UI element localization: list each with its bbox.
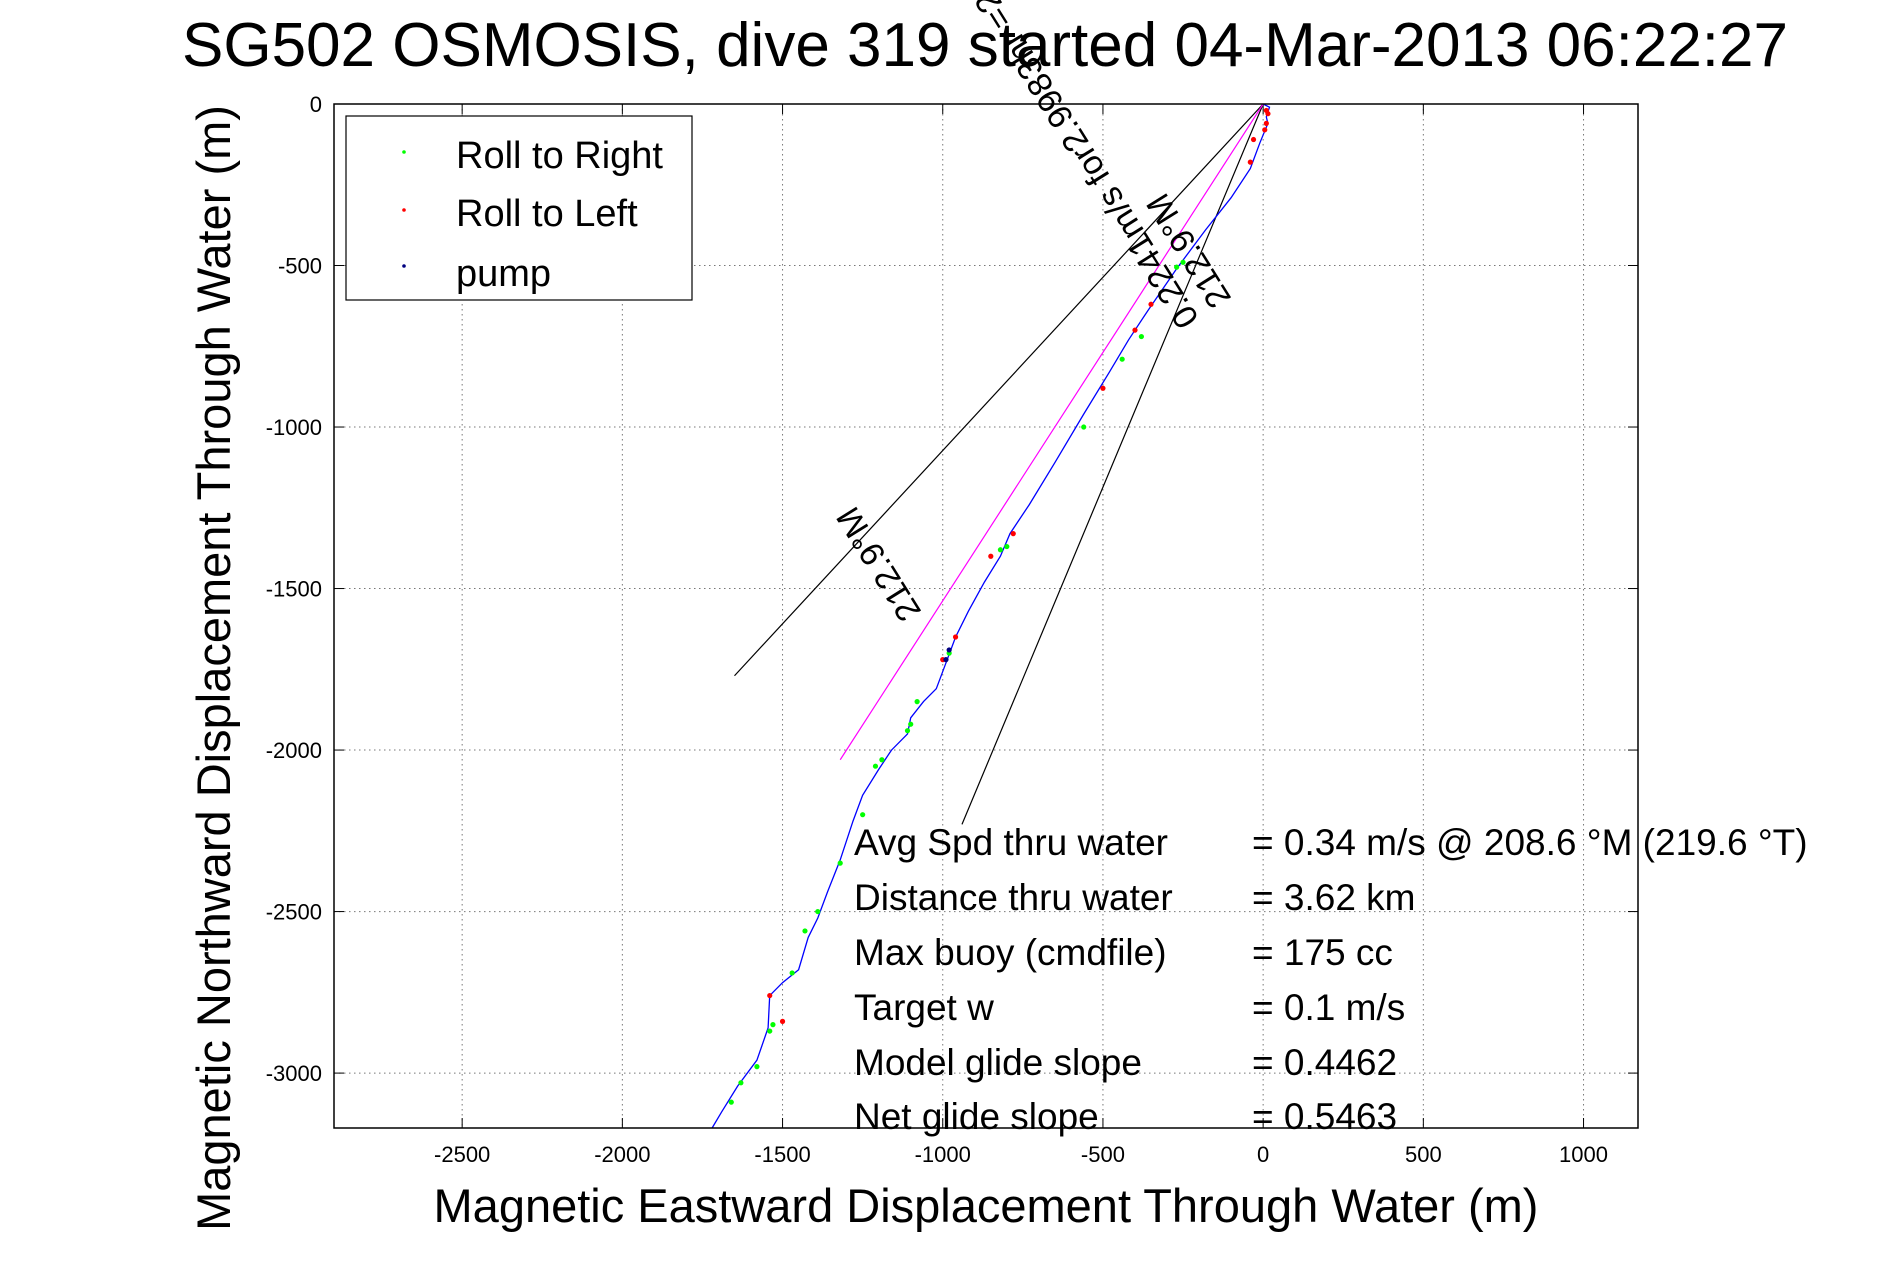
y-tick-label: -2000 xyxy=(266,738,322,763)
point-roll-to-left xyxy=(1262,127,1268,133)
point-roll-to-right xyxy=(879,757,885,763)
y-axis-label: Magnetic Northward Displacement Through … xyxy=(187,105,240,1231)
point-roll-to-left xyxy=(1247,159,1253,165)
stat-value-distance: = 3.62 km xyxy=(1252,877,1416,918)
y-tick-label: 0 xyxy=(310,92,322,117)
stat-value-target-w: = 0.1 m/s xyxy=(1252,987,1405,1028)
point-roll-to-right xyxy=(1180,259,1186,265)
stat-label-target-w: Target w xyxy=(854,987,994,1028)
x-tick-label: 500 xyxy=(1405,1142,1442,1167)
point-roll-to-left xyxy=(1265,111,1271,117)
point-roll-to-right xyxy=(1004,543,1010,550)
point-roll-to-right xyxy=(1119,356,1125,362)
point-roll-to-right xyxy=(1081,424,1087,430)
legend-label-roll-right: Roll to Right xyxy=(456,135,663,177)
point-roll-to-left xyxy=(952,634,959,640)
point-roll-to-right xyxy=(754,1064,760,1070)
legend-label-roll-left: Roll to Left xyxy=(456,193,638,235)
point-roll-to-left xyxy=(1010,531,1016,537)
x-tick-label: -2500 xyxy=(434,1142,490,1167)
y-tick-label: -2500 xyxy=(266,900,322,925)
point-roll-to-right xyxy=(802,928,808,934)
y-tick-label: -500 xyxy=(278,254,322,279)
point-roll-to-right xyxy=(872,763,879,769)
point-roll-to-left xyxy=(779,1018,786,1025)
point-pump xyxy=(946,647,952,653)
legend-label-pump: pump xyxy=(456,253,551,295)
legend-marker-roll-left xyxy=(402,208,406,212)
stat-label-distance: Distance thru water xyxy=(854,877,1173,918)
stat-value-model-glide: = 0.4462 xyxy=(1252,1042,1397,1083)
stat-value-max-buoy: = 175 cc xyxy=(1252,932,1393,973)
x-tick-label: -1000 xyxy=(915,1142,971,1167)
x-tick-label: -1500 xyxy=(754,1142,810,1167)
point-roll-to-left xyxy=(1148,301,1154,307)
heading-line-path xyxy=(839,103,1264,761)
y-tick-label: -1000 xyxy=(266,415,322,440)
x-tick-label: -2000 xyxy=(594,1142,650,1167)
stat-label-model-glide: Model glide slope xyxy=(854,1042,1142,1083)
point-roll-to-right xyxy=(860,812,866,818)
point-roll-to-left xyxy=(988,553,994,559)
stat-label-avg-speed: Avg Spd thru water xyxy=(854,822,1168,863)
x-axis-label: Magnetic Eastward Displacement Through W… xyxy=(434,1179,1539,1232)
point-pump xyxy=(943,657,949,663)
point-roll-to-right xyxy=(1174,264,1180,270)
y-axis-ticks: 0 -500 -1000 -1500 -2000 -2500 -3000 xyxy=(266,92,1638,1086)
point-roll-to-right xyxy=(837,860,843,866)
cone-line xyxy=(734,103,1264,677)
point-roll-to-right xyxy=(770,1022,776,1028)
y-tick-label: -3000 xyxy=(266,1061,322,1086)
legend-box xyxy=(345,115,693,301)
point-roll-to-right xyxy=(738,1080,744,1086)
cone-line xyxy=(961,103,1264,825)
point-roll-to-left xyxy=(767,992,773,999)
point-roll-to-right xyxy=(728,1099,734,1105)
plot-area-frame xyxy=(333,103,1639,1129)
chart-title: SG502 OSMOSIS, dive 319 started 04-Mar-2… xyxy=(182,11,1788,80)
point-roll-to-left xyxy=(1263,120,1269,126)
heading-cone-lines xyxy=(734,103,1264,825)
point-roll-to-right xyxy=(1138,333,1144,340)
point-roll-to-right xyxy=(997,547,1004,553)
x-tick-label: -500 xyxy=(1081,1142,1125,1167)
y-tick-label: -1500 xyxy=(266,577,322,602)
point-roll-to-right xyxy=(908,721,914,727)
stat-value-avg-speed: = 0.34 m/s @ 208.6 °M (219.6 °T) xyxy=(1252,822,1808,863)
legend-marker-roll-right xyxy=(402,150,406,154)
stats-block: Avg Spd thru water = 0.34 m/s @ 208.6 °M… xyxy=(854,822,1808,1137)
x-tick-label: 1000 xyxy=(1559,1142,1608,1167)
legend-marker-pump xyxy=(402,264,406,268)
point-roll-to-right xyxy=(767,1028,773,1034)
point-roll-to-right xyxy=(789,970,795,976)
stat-label-net-glide: Net glide slope xyxy=(854,1096,1099,1137)
point-roll-to-left xyxy=(1132,327,1138,333)
roll-points xyxy=(728,107,1271,1105)
point-roll-to-right xyxy=(914,699,920,705)
stat-label-max-buoy: Max buoy (cmdfile) xyxy=(854,932,1167,973)
point-roll-to-right xyxy=(904,728,911,734)
heading-line xyxy=(839,103,1264,761)
legend: Roll to Right Roll to Left pump xyxy=(345,115,693,301)
stat-value-net-glide: = 0.5463 xyxy=(1252,1096,1397,1137)
x-axis-ticks: -2500 -2000 -1500 -1000 -500 0 500 1000 xyxy=(434,104,1608,1167)
x-tick-label: 0 xyxy=(1257,1142,1269,1167)
point-roll-to-left xyxy=(1100,385,1106,391)
point-roll-to-right xyxy=(815,908,821,915)
point-roll-to-left xyxy=(1250,136,1257,143)
